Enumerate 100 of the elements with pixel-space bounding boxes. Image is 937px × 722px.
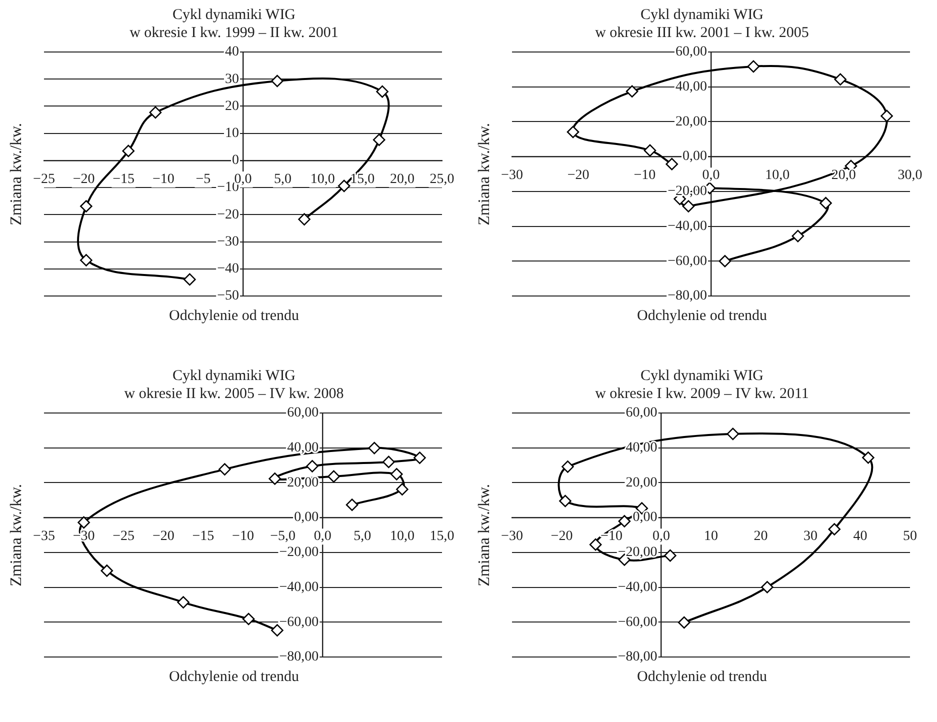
chart-subtitle: w okresie I kw. 1999 – II kw. 2001: [130, 24, 338, 42]
chart-title: Cykl dynamiki WIG: [640, 6, 764, 24]
point: [382, 456, 395, 468]
x-tick-label: 10,0: [390, 529, 414, 544]
y-axis-title: Zmiana kw./kw.: [476, 484, 494, 586]
x-tick-label: 0,0: [314, 529, 332, 544]
x-tick-label: −25: [33, 172, 55, 188]
x-tick-label: 30,0: [898, 168, 922, 184]
point: [80, 254, 92, 266]
y-tick-label: −80,00: [668, 288, 708, 304]
point: [306, 460, 318, 472]
x-tick-label: 15,0: [430, 529, 454, 544]
point: [820, 196, 832, 210]
y-tick-label: −40: [217, 262, 240, 277]
y-tick-label: 20,00: [287, 475, 319, 490]
chart-subtitle: w okresie III kw. 2001 – I kw. 2005: [595, 24, 809, 42]
y-tick-label: 60,00: [287, 406, 319, 421]
x-axis-title: Odchylenie od trendu: [637, 669, 767, 686]
point: [566, 126, 580, 138]
y-tick-label: 0,00: [294, 510, 319, 526]
x-tick-label: −10: [600, 529, 622, 544]
y-tick-label: −50: [217, 288, 240, 304]
point: [678, 616, 690, 629]
point: [338, 180, 350, 192]
point: [726, 428, 740, 440]
x-tick-label: 0,0: [652, 529, 670, 544]
chart-title: Cykl dynamiki WIG: [172, 6, 296, 24]
point: [372, 134, 386, 146]
y-tick-label: −20,00: [279, 545, 319, 560]
x-tick-label: 15,0: [350, 172, 375, 188]
x-tick-label: 20: [754, 529, 768, 544]
y-tick-label: 30: [225, 72, 239, 87]
y-tick-label: 40,00: [676, 80, 707, 95]
point: [328, 470, 340, 483]
y-tick-label: −60,00: [618, 614, 658, 630]
point: [368, 442, 380, 454]
x-tick-label: 50: [903, 529, 917, 544]
point: [880, 110, 893, 122]
point: [414, 452, 426, 464]
point: [589, 538, 602, 551]
point: [149, 106, 162, 119]
x-tick-label: −5,0: [270, 529, 296, 544]
point: [718, 254, 732, 268]
y-tick-label: −40,00: [279, 580, 319, 595]
x-tick-label: −20: [72, 172, 95, 188]
x-tick-label: 30: [804, 529, 818, 544]
point: [271, 74, 284, 88]
point: [78, 516, 90, 529]
y-axis-title: Zmiana kw./kw.: [8, 122, 26, 226]
x-tick-label: −30: [501, 168, 523, 184]
point: [376, 85, 388, 98]
point: [218, 463, 231, 476]
y-tick-label: 10: [225, 126, 239, 142]
x-axis-title: Odchylenie od trendu: [169, 308, 299, 325]
point: [664, 549, 676, 562]
point: [618, 515, 631, 528]
x-tick-label: −15: [112, 172, 135, 188]
point: [834, 73, 846, 86]
x-tick-label: 40: [853, 529, 868, 544]
x-tick-label: −5: [196, 172, 211, 188]
y-tick-label: 20: [225, 98, 239, 114]
point: [122, 144, 135, 158]
x-tick-label: −20: [152, 529, 174, 544]
x-axis-title: Odchylenie od trendu: [169, 669, 299, 686]
x-tick-label: 10,0: [310, 172, 335, 188]
point: [562, 460, 574, 473]
y-tick-label: −80,00: [618, 650, 658, 665]
point: [80, 200, 92, 212]
point: [396, 483, 408, 496]
x-tick-label: 20,0: [390, 172, 414, 188]
x-tick-label: −20: [550, 529, 573, 544]
y-tick-label: −30: [217, 234, 240, 250]
point: [346, 498, 358, 511]
x-tick-label: −25: [112, 529, 135, 544]
y-tick-label: 60,00: [676, 44, 707, 60]
x-tick-label: 20,0: [831, 168, 856, 184]
x-tick-label: −10: [152, 172, 174, 188]
point: [862, 451, 874, 464]
y-tick-label: 40: [225, 44, 239, 60]
y-tick-label: −20: [217, 207, 240, 222]
point: [666, 158, 678, 170]
y-tick-label: 20,00: [676, 114, 707, 130]
point: [761, 580, 774, 594]
x-tick-label: 0,0: [702, 168, 720, 184]
y-tick-label: 0,00: [632, 510, 658, 526]
x-tick-label: 25,0: [430, 172, 454, 188]
point: [242, 612, 255, 626]
y-tick-label: −20,00: [618, 545, 658, 560]
x-tick-label: 10: [704, 529, 718, 544]
y-tick-label: 0: [232, 153, 239, 168]
chart-subtitle: w okresie II kw. 2005 – IV kw. 2008: [124, 385, 344, 403]
y-tick-label: −40,00: [668, 218, 708, 234]
point: [268, 472, 281, 485]
y-tick-label: −60,00: [668, 254, 708, 269]
point: [559, 494, 572, 508]
point: [644, 144, 656, 157]
x-tick-label: 10,0: [765, 168, 790, 184]
y-axis-title: Zmiana kw./kw.: [476, 122, 494, 226]
y-tick-label: 60,00: [626, 406, 658, 421]
chart-title: Cykl dynamiki WIG: [640, 367, 764, 385]
